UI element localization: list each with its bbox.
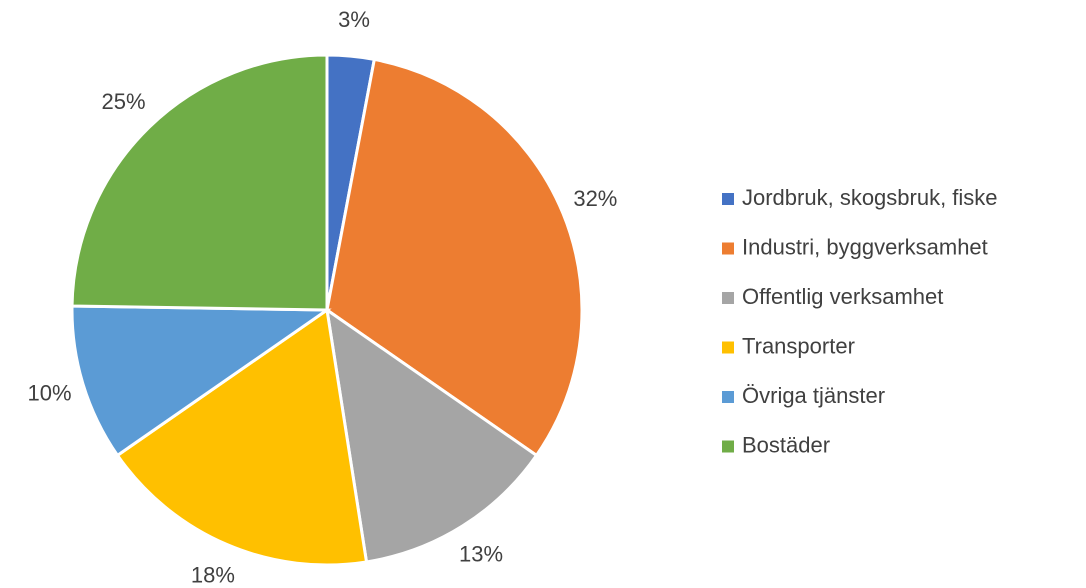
legend-label: Övriga tjänster <box>742 383 885 408</box>
legend-swatch <box>722 440 734 453</box>
data-label: 18% <box>191 562 235 587</box>
legend-label: Jordbruk, skogsbruk, fiske <box>742 185 998 210</box>
pie-slice <box>325 57 584 458</box>
legend-label: Industri, byggverksamhet <box>742 234 988 259</box>
data-label: 25% <box>102 89 146 114</box>
legend-swatch <box>722 242 734 255</box>
legend-label: Bostäder <box>742 432 830 457</box>
pie-slice <box>70 53 329 312</box>
legend-swatch <box>722 193 734 205</box>
legend-swatch <box>722 292 734 304</box>
pie-slice <box>70 304 332 458</box>
data-label: 32% <box>573 186 617 211</box>
legend-label: Offentlig verksamhet <box>742 284 943 309</box>
legend-swatch <box>722 341 734 354</box>
data-label: 3% <box>338 7 370 32</box>
data-label: 13% <box>459 542 503 567</box>
pie-slice <box>324 306 539 564</box>
pie-slice <box>115 307 369 567</box>
data-label: 10% <box>28 380 72 405</box>
legend-label: Transporter <box>742 333 855 358</box>
legend-swatch <box>722 391 734 403</box>
